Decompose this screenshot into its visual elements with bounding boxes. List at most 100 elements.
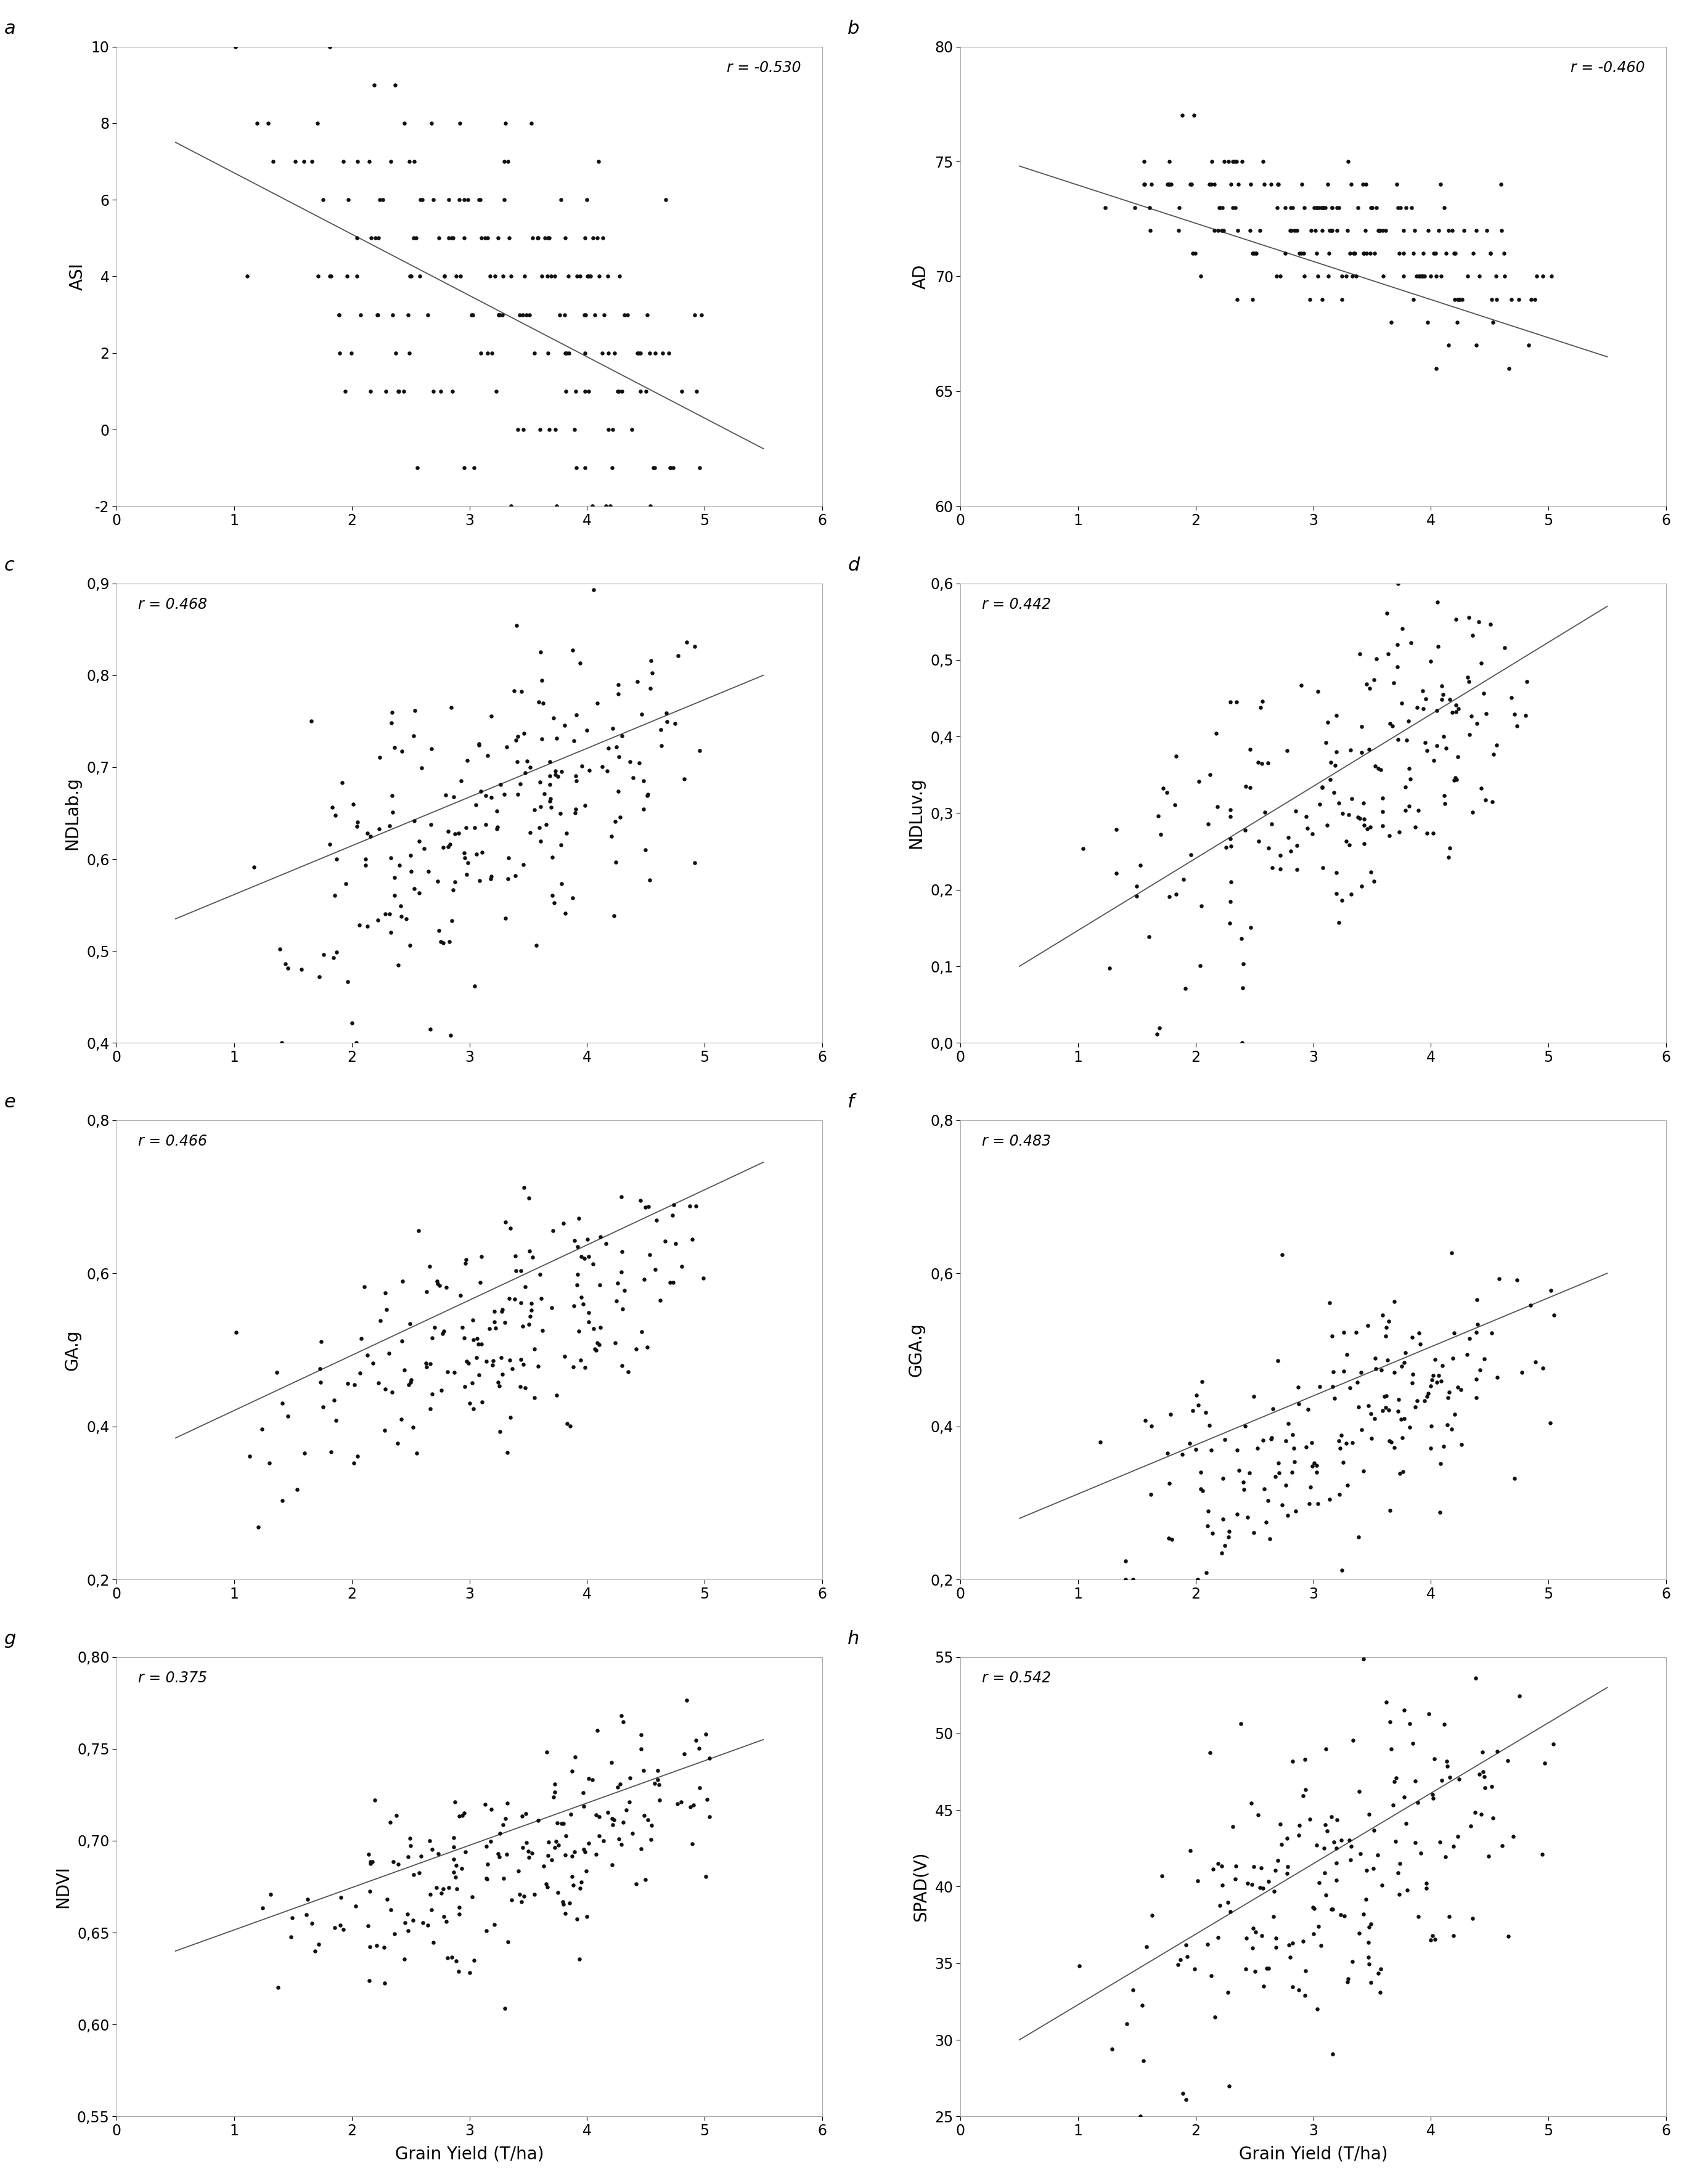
Point: [589, 749, 616, 784]
Point: [501, 673, 528, 708]
Point: [1362, 190, 1389, 225]
Point: [396, 1367, 423, 1402]
Point: [464, 1321, 491, 1356]
Point: [535, 1870, 562, 1904]
Point: [609, 1804, 636, 1839]
Point: [1440, 1918, 1467, 1952]
Point: [1310, 769, 1337, 804]
Point: [223, 1315, 250, 1350]
Point: [614, 1354, 641, 1389]
Point: [1305, 1909, 1332, 1944]
Point: [1364, 1837, 1391, 1872]
Point: [1489, 212, 1516, 247]
Point: [1477, 236, 1504, 271]
Point: [536, 745, 563, 780]
Point: [1313, 1813, 1340, 1848]
Point: [523, 928, 550, 963]
Point: [357, 1874, 384, 1909]
Point: [1376, 705, 1403, 740]
Point: [391, 1352, 418, 1387]
Point: [1372, 1684, 1399, 1719]
Point: [1403, 810, 1430, 845]
Point: [1391, 236, 1418, 271]
Point: [342, 1367, 369, 1402]
Point: [1459, 699, 1486, 734]
Point: [477, 1793, 504, 1828]
Point: [1404, 1900, 1431, 1935]
Point: [570, 297, 597, 332]
Point: [323, 1402, 350, 1437]
Point: [521, 336, 548, 371]
Point: [1098, 2031, 1125, 2066]
Point: [1135, 919, 1162, 954]
Point: [1130, 166, 1157, 201]
Point: [1239, 282, 1266, 317]
Point: [1286, 236, 1313, 271]
Point: [394, 1913, 421, 1948]
Point: [381, 860, 408, 895]
Point: [508, 1800, 535, 1835]
Point: [541, 260, 569, 295]
Point: [563, 1902, 591, 1937]
Point: [1352, 1883, 1379, 1918]
Point: [609, 1348, 636, 1382]
Point: [1279, 1743, 1306, 1778]
Point: [636, 336, 663, 371]
Point: [1298, 212, 1325, 247]
Point: [663, 1787, 690, 1821]
Point: [580, 1310, 607, 1345]
Point: [1188, 889, 1215, 924]
Point: [365, 812, 393, 847]
Point: [1320, 1826, 1347, 1861]
Point: [582, 1837, 609, 1872]
Point: [1174, 1939, 1201, 1974]
Point: [1321, 1380, 1349, 1415]
Point: [440, 1854, 467, 1889]
Point: [1255, 830, 1283, 865]
Point: [469, 1385, 496, 1420]
Point: [513, 1795, 540, 1830]
Point: [1435, 1380, 1462, 1415]
Point: [1384, 649, 1411, 684]
Point: [682, 1723, 709, 1758]
Point: [536, 221, 563, 256]
Point: [1303, 1448, 1330, 1483]
Point: [455, 1345, 482, 1380]
Point: [1384, 190, 1411, 225]
Point: [623, 1332, 650, 1367]
Point: [516, 1299, 543, 1334]
Point: [633, 373, 660, 408]
Point: [1195, 1926, 1222, 1961]
Point: [508, 767, 535, 802]
Point: [1257, 1422, 1284, 1457]
Point: [547, 297, 574, 332]
Point: [474, 1861, 501, 1896]
Point: [445, 815, 472, 850]
Y-axis label: AD: AD: [912, 264, 929, 288]
Point: [438, 221, 465, 256]
Point: [1506, 282, 1533, 317]
Point: [459, 297, 486, 332]
Point: [364, 297, 391, 332]
Point: [1178, 836, 1205, 871]
Point: [1310, 771, 1337, 806]
Point: [1382, 1824, 1409, 1859]
Point: [1210, 212, 1237, 247]
Point: [316, 28, 343, 63]
Point: [453, 858, 481, 893]
Point: [1426, 166, 1453, 201]
Point: [574, 260, 601, 295]
Point: [1506, 1679, 1533, 1714]
Point: [538, 1291, 565, 1326]
Point: [1240, 236, 1267, 271]
Point: [387, 1324, 415, 1358]
Point: [1428, 1762, 1455, 1797]
Point: [1479, 1315, 1506, 1350]
Point: [1176, 166, 1203, 201]
Point: [1369, 1352, 1396, 1387]
Point: [1350, 802, 1377, 836]
Point: [240, 850, 267, 885]
Point: [437, 924, 464, 959]
Point: [1345, 190, 1372, 225]
Point: [452, 1835, 479, 1870]
